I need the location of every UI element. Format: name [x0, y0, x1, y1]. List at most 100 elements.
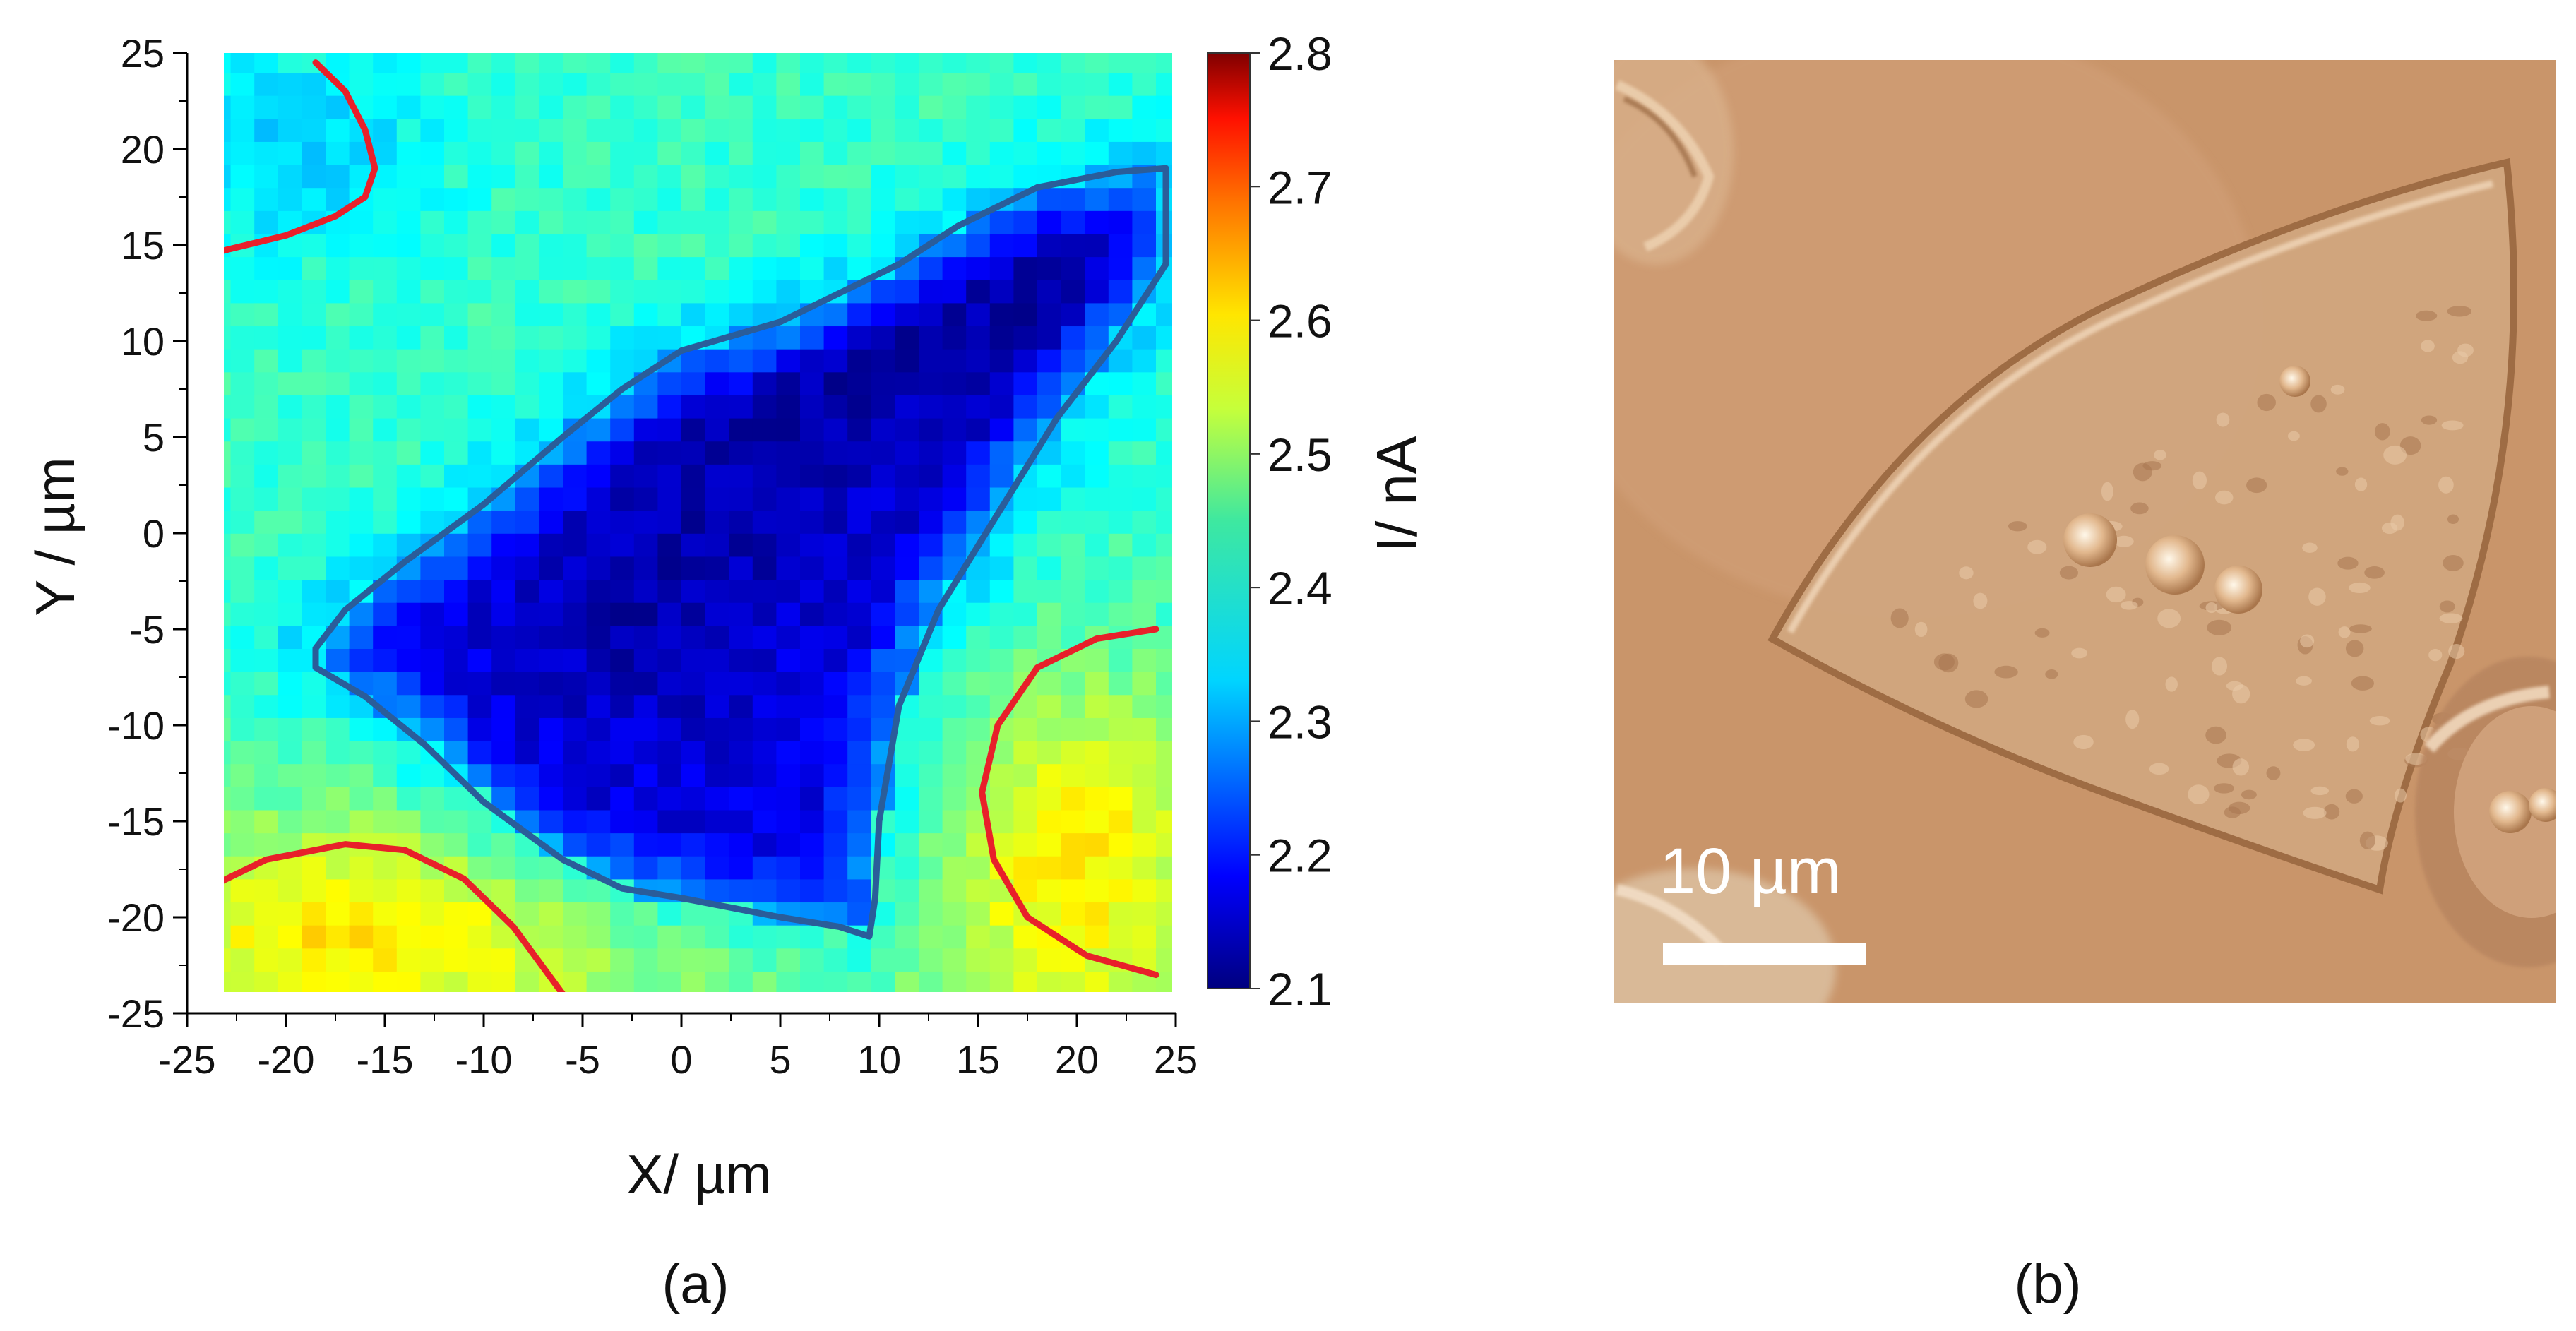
- heatmap-cell: [919, 809, 943, 834]
- heatmap-cell: [966, 348, 991, 373]
- heatmap-cell: [467, 809, 492, 834]
- heatmap-cell: [467, 72, 492, 96]
- heatmap-cell: [563, 832, 588, 857]
- heatmap-cell: [302, 326, 326, 350]
- heatmap-cell: [681, 417, 706, 442]
- heatmap-cell: [895, 395, 919, 419]
- heatmap-cell: [776, 53, 801, 73]
- heatmap-cell: [847, 510, 872, 534]
- heatmap-cell: [349, 902, 374, 926]
- heatmap-cell: [776, 395, 801, 419]
- heatmap-cell: [224, 279, 232, 304]
- heatmap-cell: [396, 326, 422, 350]
- heatmap-cell: [657, 53, 682, 73]
- y-tick-label: 15: [121, 223, 165, 268]
- heatmap-cell: [681, 72, 706, 96]
- heatmap-cell: [919, 279, 943, 304]
- heatmap-cell: [729, 510, 753, 534]
- heatmap-cell: [278, 187, 303, 211]
- heatmap-cell: [895, 971, 919, 992]
- heatmap-cell: [539, 53, 564, 73]
- cell-granule: [2133, 462, 2152, 482]
- heatmap-cell: [633, 510, 659, 534]
- heatmap-cell: [491, 371, 516, 395]
- heatmap-cell: [610, 302, 635, 327]
- heatmap-cell: [396, 924, 422, 949]
- heatmap-cell: [871, 487, 896, 511]
- heatmap-cell: [752, 95, 777, 119]
- heatmap-cell: [752, 210, 777, 234]
- heatmap-cell: [278, 417, 303, 442]
- heatmap-cell: [302, 233, 326, 258]
- heatmap-cell: [396, 579, 422, 603]
- heatmap-cell: [563, 625, 588, 649]
- heatmap-cell: [800, 417, 825, 442]
- heatmap-cell: [942, 95, 967, 119]
- heatmap-cell: [633, 417, 659, 442]
- heatmap-cell: [847, 441, 872, 465]
- heatmap-cell: [467, 625, 492, 649]
- heatmap-cell: [396, 53, 422, 73]
- heatmap-cell: [230, 694, 255, 718]
- heatmap-cell: [895, 210, 919, 234]
- heatmap-cell: [752, 740, 777, 765]
- heatmap-cell: [919, 556, 943, 580]
- heatmap-cell: [1037, 717, 1062, 741]
- panel-a: -25 -20 -15 -10 -5 0 5 10 15 20 25 -25-20-15-10-50…: [24, 28, 1428, 1315]
- heatmap-cell: [871, 95, 896, 119]
- heatmap-cell: [729, 187, 753, 211]
- heatmap-cell: [847, 371, 872, 395]
- heatmap-cell: [230, 878, 255, 903]
- cell-granule: [2349, 582, 2371, 594]
- heatmap-cell: [563, 902, 588, 926]
- heatmap-cell: [847, 348, 872, 373]
- heatmap-cell: [230, 533, 255, 557]
- heatmap-cell: [633, 72, 659, 96]
- heatmap-cell: [278, 878, 303, 903]
- heatmap-cell: [800, 602, 825, 626]
- heatmap-cell: [515, 648, 540, 672]
- heatmap-cell: [1061, 855, 1085, 880]
- heatmap-cell: [586, 256, 611, 280]
- heatmap-cell: [278, 441, 303, 465]
- heatmap-cell: [444, 326, 469, 350]
- heatmap-cell: [224, 187, 232, 211]
- heatmap-cell: [373, 302, 398, 327]
- heatmap-cell: [942, 971, 967, 992]
- heatmap-cell: [1037, 326, 1062, 350]
- heatmap-cell: [633, 625, 659, 649]
- heatmap-cell: [563, 302, 588, 327]
- heatmap-cell: [1085, 72, 1109, 96]
- heatmap-cell: [895, 441, 919, 465]
- heatmap-cell: [373, 948, 398, 972]
- heatmap-cell: [396, 787, 422, 811]
- heatmap-cell: [278, 72, 303, 96]
- heatmap-cell: [491, 141, 516, 165]
- heatmap-cell: [254, 671, 279, 696]
- heatmap-cell: [420, 256, 445, 280]
- heatmap-cell: [942, 256, 967, 280]
- panel-b: 10 µm (b): [1614, 60, 2556, 1315]
- cell-granule: [2330, 384, 2345, 395]
- heatmap-cell: [729, 971, 753, 992]
- heatmap-cell: [420, 53, 445, 73]
- heatmap-cell: [444, 487, 469, 511]
- x-tick-label: 25: [1154, 1037, 1198, 1082]
- heatmap-cell: [1108, 141, 1133, 165]
- heatmap-cell: [776, 233, 801, 258]
- heatmap-cell: [776, 95, 801, 119]
- heatmap-cell: [633, 256, 659, 280]
- heatmap-cell: [657, 809, 682, 834]
- heatmap-cell: [586, 371, 611, 395]
- heatmap-cell: [919, 141, 943, 165]
- heatmap-cell: [373, 417, 398, 442]
- heatmap-cell: [278, 809, 303, 834]
- heatmap-cell: [563, 95, 588, 119]
- heatmap-cell: [1108, 187, 1133, 211]
- heatmap-cell: [657, 256, 682, 280]
- heatmap-cell: [420, 164, 445, 189]
- heatmap-cell: [254, 53, 279, 73]
- heatmap-cell: [278, 579, 303, 603]
- heatmap-cell: [1108, 924, 1133, 949]
